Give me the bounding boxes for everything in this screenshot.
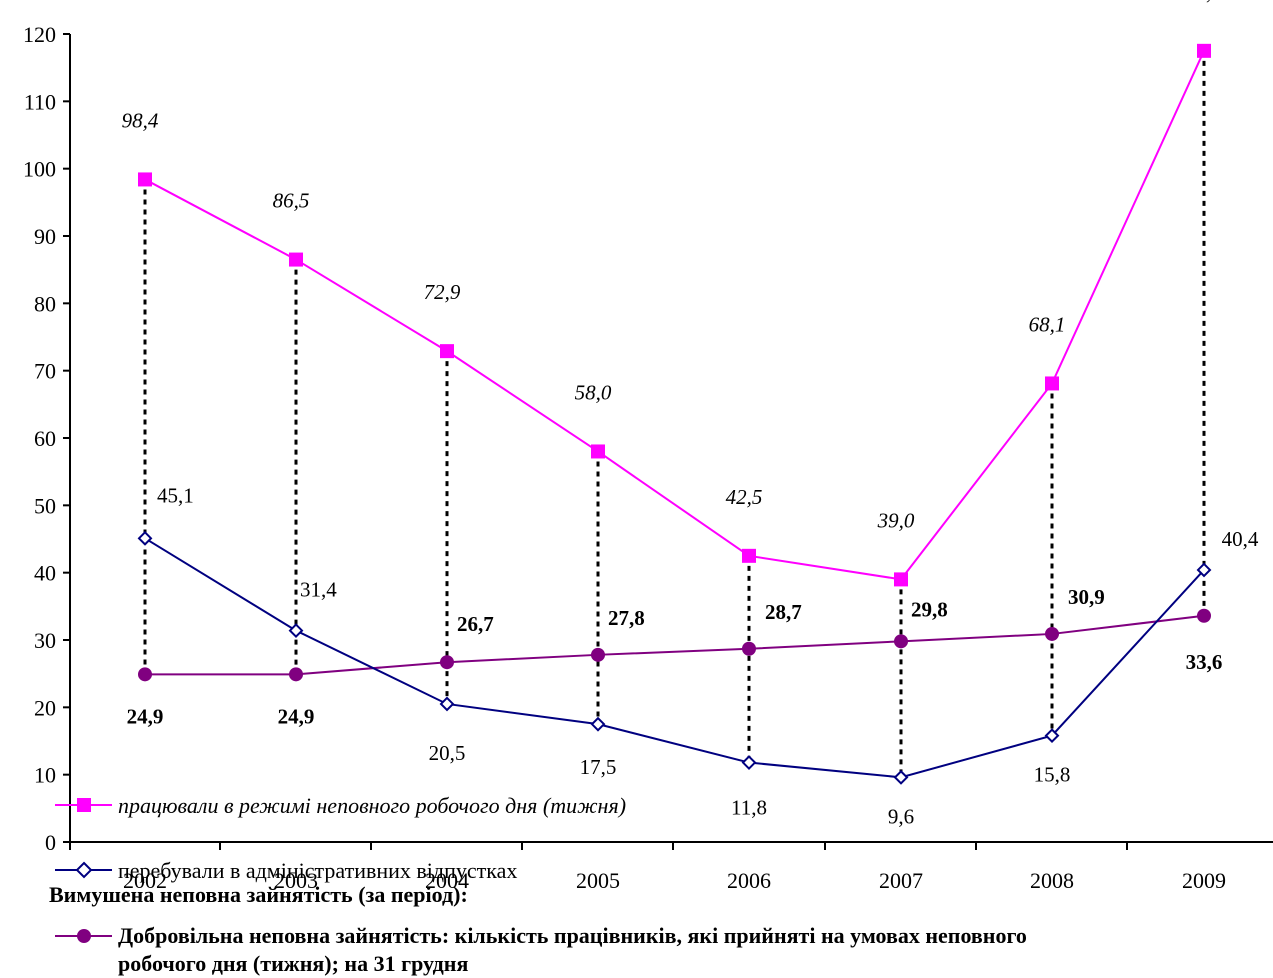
- y-tick-label: 0: [45, 830, 56, 855]
- data-label-part-time: 98,4: [122, 108, 159, 132]
- point-administrative-leave: [288, 623, 304, 638]
- point-administrative-leave: [1044, 728, 1060, 744]
- data-label-part-time: 39,0: [877, 508, 915, 532]
- point-part-time: [591, 444, 605, 459]
- data-label-part-time: 86,5: [273, 189, 310, 213]
- legend-entry-purple: Добровільна неповна зайнятість: кількіст…: [55, 923, 1027, 976]
- y-tick-label: 90: [34, 224, 56, 249]
- data-label-voluntary: 28,7: [765, 600, 802, 624]
- series-line-administrative-leave: [144, 537, 1205, 779]
- x-tick-label: 2008: [1030, 868, 1074, 893]
- data-label-administrative-leave: 11,8: [731, 796, 767, 820]
- y-tick-label: 100: [23, 157, 56, 182]
- data-label-part-time: 58,0: [575, 380, 612, 404]
- data-labels: 98,4 86,5 72,9 58,0 42,5 39,0 68,1 117,5 45,1 31,…: [122, 0, 1259, 828]
- point-part-time: [289, 252, 303, 267]
- y-tick-label: 20: [34, 695, 56, 720]
- legend-purple-label-line1: Добровільна неповна зайнятість: кількіст…: [118, 923, 1027, 948]
- series-layer: [137, 43, 1212, 785]
- data-label-part-time: 117,5: [1176, 0, 1222, 4]
- point-voluntary: [440, 655, 454, 670]
- data-label-administrative-leave: 20,5: [429, 741, 466, 765]
- point-voluntary: [138, 667, 152, 682]
- legend-pink-label: працювали в режимі неповного робочого дн…: [118, 793, 626, 818]
- x-tick-label: 2003: [274, 868, 318, 893]
- data-label-administrative-leave: 17,5: [580, 755, 617, 779]
- x-tick-label: 2007: [879, 868, 923, 893]
- data-label-voluntary: 24,9: [127, 704, 164, 728]
- point-administrative-leave: [439, 696, 455, 712]
- data-label-voluntary: 26,7: [457, 612, 494, 636]
- point-administrative-leave: [137, 530, 153, 546]
- data-label-voluntary: 24,9: [278, 704, 315, 728]
- x-tick-label: 2006: [727, 868, 771, 893]
- point-administrative-leave: [1196, 562, 1212, 578]
- data-label-administrative-leave: 9,6: [888, 804, 914, 828]
- legend-purple-marker: [77, 929, 91, 943]
- point-part-time: [1197, 43, 1211, 58]
- y-tick-label: 40: [34, 561, 56, 586]
- x-tick-label: 2004: [425, 868, 469, 893]
- series-line-part-time: [144, 50, 1205, 581]
- x-tick-label: 2005: [576, 868, 620, 893]
- legend-purple-label-line2: робочого дня (тижня); на 31 грудня: [118, 951, 468, 976]
- legend: працювали в режимі неповного робочого дн…: [49, 793, 1027, 976]
- data-label-administrative-leave: 31,4: [300, 578, 337, 602]
- legend-entry-blue: перебували в адміністративних відпустках: [55, 858, 517, 883]
- x-ticks: 2002 2003 2004 2005 2006 2007 2008 2009: [69, 842, 1226, 893]
- y-tick-label: 50: [34, 493, 56, 518]
- data-label-voluntary: 33,6: [1186, 650, 1223, 674]
- y-tick-label: 30: [34, 628, 56, 653]
- data-label-voluntary: 27,8: [608, 606, 645, 630]
- data-label-part-time: 72,9: [424, 280, 461, 304]
- point-part-time: [1045, 376, 1059, 391]
- point-voluntary: [1197, 608, 1211, 623]
- x-tick-label: 2009: [1182, 868, 1226, 893]
- point-part-time: [138, 172, 152, 187]
- data-label-part-time: 68,1: [1029, 312, 1066, 336]
- series-line-voluntary: [145, 614, 1205, 676]
- point-voluntary: [894, 634, 908, 649]
- y-tick-label: 10: [34, 763, 56, 788]
- legend-blue-label: перебували в адміністративних відпустках: [118, 858, 517, 883]
- y-tick-label: 110: [24, 89, 56, 114]
- point-voluntary: [742, 641, 756, 656]
- data-label-administrative-leave: 15,8: [1034, 763, 1071, 787]
- point-voluntary: [591, 647, 605, 662]
- legend-pink-marker: [77, 798, 91, 812]
- y-tick-label: 120: [23, 22, 56, 47]
- axes: [69, 34, 1273, 843]
- data-label-voluntary: 30,9: [1068, 585, 1105, 609]
- y-tick-label: 80: [34, 291, 56, 316]
- point-part-time: [440, 344, 454, 359]
- drop-lines: [143, 50, 1206, 778]
- data-label-administrative-leave: 40,4: [1222, 527, 1259, 551]
- legend-entry-pink: працювали в режимі неповного робочого дн…: [55, 793, 626, 818]
- legend-blue-marker: [75, 861, 93, 879]
- y-tick-label: 60: [34, 426, 56, 451]
- legend-group-heading: Вимушена неповна зайнятість (за період):: [49, 882, 468, 907]
- y-tick-label: 70: [34, 359, 56, 384]
- data-label-administrative-leave: 45,1: [157, 483, 194, 507]
- point-voluntary: [289, 667, 303, 682]
- y-ticks: 0 10 20 30 40 50 60 70 80 90 100 110 120: [23, 22, 70, 855]
- data-label-voluntary: 29,8: [911, 597, 948, 621]
- point-administrative-leave: [590, 716, 606, 732]
- point-voluntary: [1045, 626, 1059, 641]
- point-part-time: [742, 548, 756, 563]
- point-administrative-leave: [741, 755, 757, 770]
- data-label-part-time: 42,5: [726, 485, 763, 509]
- x-tick-label: 2002: [123, 868, 167, 893]
- point-administrative-leave: [893, 769, 909, 785]
- point-part-time: [894, 572, 908, 587]
